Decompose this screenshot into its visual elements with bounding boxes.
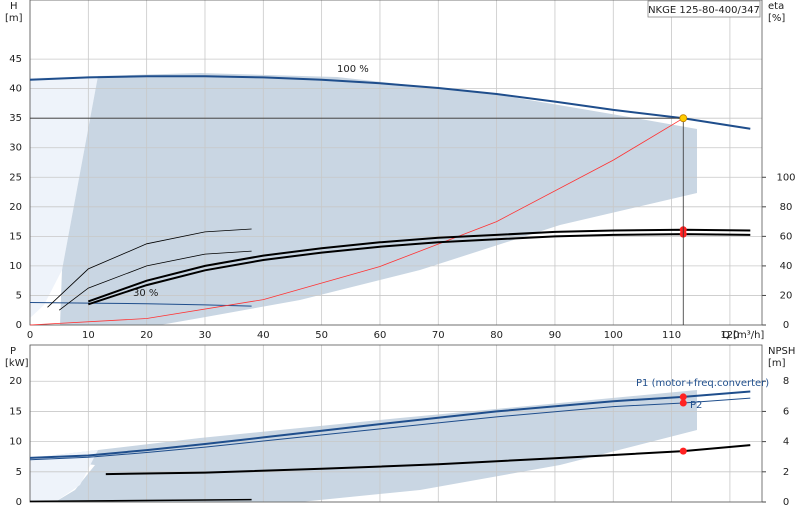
y-tick-label: 40 [9, 84, 22, 95]
x-tick-label: 80 [490, 330, 503, 341]
annotation: 30 % [133, 288, 158, 299]
title-box [647, 0, 761, 18]
y2-tick-label: 80 [780, 202, 793, 213]
curve [47, 228, 252, 308]
y-tick-label: 10 [9, 437, 22, 448]
y2-tick-label: 20 [780, 290, 793, 301]
annotation: P2 [690, 400, 702, 411]
y-tick-label: 30 [9, 143, 22, 154]
y-tick-label: 5 [16, 290, 22, 301]
curve [87, 228, 751, 303]
y2-tick-label: 100 [776, 172, 795, 183]
y2-axis-label: eta [768, 1, 784, 12]
y-axis-label: P [10, 346, 16, 357]
curve [29, 390, 751, 459]
x-tick-label: 50 [315, 330, 328, 341]
x-tick-label: 20 [140, 330, 153, 341]
curve [29, 75, 751, 130]
y2-axis-unit: [m] [768, 358, 786, 369]
y2-tick-label: 40 [780, 261, 793, 272]
y-tick-label: 0 [16, 497, 22, 508]
y-axis-unit: [kW] [5, 358, 29, 369]
curve [29, 117, 684, 326]
y-axis-unit: [m] [5, 13, 23, 24]
point [679, 399, 687, 407]
y2-axis-label: NPSH [768, 346, 795, 357]
x-tick-label: 0 [27, 330, 33, 341]
y-tick-label: 15 [9, 406, 22, 417]
annotation: 100 % [337, 64, 369, 75]
y-tick-label: 35 [9, 113, 22, 124]
x-tick-label: 110 [662, 330, 681, 341]
y-tick-label: 10 [9, 261, 22, 272]
y-axis-label: H [10, 1, 18, 12]
y-tick-label: 25 [9, 172, 22, 183]
x-tick-label: 30 [199, 330, 212, 341]
point [679, 393, 687, 401]
y2-tick-label: 8 [783, 376, 789, 387]
y-tick-label: 5 [16, 467, 22, 478]
y2-tick-label: 60 [780, 231, 793, 242]
point [679, 447, 687, 455]
y-tick-label: 45 [9, 54, 22, 65]
range-area-light [30, 76, 98, 318]
annotation: P1 (motor+freq.converter) [636, 378, 769, 389]
y-tick-label: 20 [9, 376, 22, 387]
curve [29, 498, 252, 503]
curve [58, 250, 252, 311]
power-chart: 0 5 10 15 20 0 2 4 6 8 P[kW] NPSH[m] P1 (motor+freq.… [5, 344, 795, 508]
y2-tick-label: 2 [783, 467, 789, 478]
x-tick-label: 90 [549, 330, 562, 341]
curve [29, 397, 751, 461]
head-chart: 0 10 20 30 40 50 60 70 80 90 100 110 120 0 5 10 15 20 25 30… [5, 0, 796, 341]
x-tick-label: 60 [374, 330, 387, 341]
y2-tick-label: 0 [783, 497, 789, 508]
y-tick-label: 0 [16, 320, 22, 331]
y2-tick-label: 4 [783, 437, 789, 448]
point [679, 114, 688, 123]
y2-axis-unit: [%] [768, 13, 785, 24]
x-axis-label: Q [m³/h] [722, 330, 764, 341]
x-tick-label: 70 [432, 330, 445, 341]
x-tick-label: 40 [257, 330, 270, 341]
x-tick-label: 120 [720, 330, 739, 341]
range-area [30, 390, 697, 502]
chart-title: NKGE 125-80-400/347 [648, 5, 760, 16]
plot-frame [29, 0, 763, 326]
y2-tick-label: 6 [783, 406, 789, 417]
y2-tick-label: 0 [783, 320, 789, 331]
x-tick-label: 10 [82, 330, 95, 341]
x-tick-label: 100 [604, 330, 623, 341]
curve [87, 233, 751, 306]
plot-frame [29, 344, 763, 503]
range-area-light [30, 450, 98, 502]
y-tick-label: 20 [9, 202, 22, 213]
range-area [60, 73, 697, 325]
y-tick-label: 15 [9, 231, 22, 242]
